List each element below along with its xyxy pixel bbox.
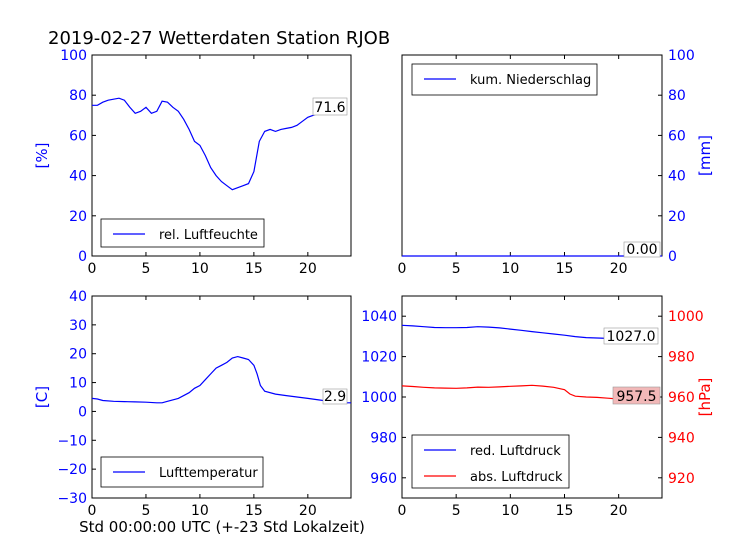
value-annotation: 0.00 (626, 242, 657, 258)
x-tick-label: 0 (398, 261, 407, 277)
value-annotation-box (623, 241, 661, 258)
series-line-abs-luftdruck (401, 384, 652, 403)
value-annotation: 957.5 (616, 389, 656, 405)
value-annotation: 1027.0 (607, 329, 656, 345)
y-tick-label: 40 (668, 169, 686, 185)
legend-label: rel. Luftfeuchte (159, 228, 258, 243)
panel-top-right: 0 5 10 15 20 0 20 40 60 80 100 [mm] kum. Niederschla… (398, 48, 714, 277)
y-right-tick-label: 920 (668, 471, 695, 487)
y-axis-label: [C] (33, 386, 51, 408)
value-annotation-box (612, 386, 661, 405)
y-right-tick-label: 960 (668, 390, 695, 406)
x-tick-label: 0 (88, 503, 97, 519)
plot-frame (91, 54, 352, 257)
y-tick-label: 80 (69, 88, 87, 104)
value-annotation-box (312, 97, 348, 116)
x-tick-label: 10 (501, 261, 519, 277)
y-tick-label: 20 (668, 209, 686, 225)
y-tick-label: 100 (668, 48, 695, 64)
y-right-tick-label: 980 (668, 350, 695, 366)
x-axis-label: Std 00:00:00 UTC (+-23 Std Lokalzeit) (79, 518, 365, 536)
y-axis-label: [%] (33, 143, 51, 169)
y-tick-label: −20 (57, 462, 87, 478)
y-tick-label: 40 (69, 169, 87, 185)
plot-frame (91, 295, 352, 499)
x-tick-label: 20 (299, 503, 317, 519)
y-tick-label: 0 (78, 404, 87, 420)
y-tick-label: 1040 (361, 309, 397, 325)
panel-top-left: 0 5 10 15 20 0 20 40 60 80 100 [%] rel. Luftfeuchte 7… (33, 48, 352, 277)
x-tick-label: 20 (299, 261, 317, 277)
x-tick-label: 15 (245, 261, 263, 277)
value-annotation: 71.6 (314, 100, 345, 116)
x-tick-label: 10 (191, 261, 209, 277)
y-tick-label: 980 (370, 430, 397, 446)
value-annotation-box (322, 388, 348, 405)
legend-label: abs. Luftdruck (470, 470, 563, 485)
value-annotation-box (603, 327, 659, 345)
legend-label: red. Luftdruck (470, 444, 561, 459)
y-tick-label: 960 (370, 471, 397, 487)
y-axis-label: [hPa] (696, 378, 714, 417)
value-annotation: 2.9 (324, 389, 346, 405)
figure-title: 2019-02-27 Wetterdaten Station RJOB (48, 28, 390, 49)
y-tick-label: 1000 (361, 390, 397, 406)
x-tick-label: 5 (452, 503, 461, 519)
panel-bottom-right: 0 5 10 15 20 960 980 1000 1020 1040 920 940 960 980 10… (361, 295, 714, 519)
legend-box (100, 218, 265, 248)
x-tick-label: 20 (610, 503, 628, 519)
y-tick-label: 1020 (361, 350, 397, 366)
y-tick-label: 30 (69, 318, 87, 334)
series-line-lufttemperatur (91, 355, 351, 404)
y-tick-label: −10 (57, 433, 87, 449)
x-tick-label: 15 (556, 503, 574, 519)
y-tick-label: 20 (69, 209, 87, 225)
x-tick-label: 0 (88, 261, 97, 277)
x-tick-label: 5 (452, 261, 461, 277)
series-line-rel-luftfeuchte (92, 97, 346, 191)
y-axis-label: [mm] (696, 135, 714, 176)
y-tick-label: −30 (57, 491, 87, 507)
y-tick-label: 20 (69, 347, 87, 363)
x-tick-label: 0 (398, 503, 407, 519)
x-tick-label: 5 (141, 261, 150, 277)
x-tick-label: 15 (245, 503, 263, 519)
y-tick-label: 60 (668, 128, 686, 144)
panel-bottom-left: 0 5 10 15 20 −30 −20 −10 0 10 20 30 40 [C] Lufttempera… (33, 289, 352, 519)
y-tick-label: 40 (69, 289, 87, 305)
x-tick-label: 10 (501, 503, 519, 519)
y-tick-label: 100 (60, 48, 87, 64)
y-tick-label: 0 (78, 249, 87, 265)
x-tick-label: 5 (141, 503, 150, 519)
x-tick-label: 15 (556, 261, 574, 277)
legend-label: kum. Niederschlag (470, 73, 591, 88)
x-tick-label: 10 (191, 503, 209, 519)
legend-label: Lufttemperatur (159, 466, 258, 481)
y-tick-label: 0 (668, 249, 677, 265)
legend-box (411, 434, 570, 489)
y-right-tick-label: 940 (668, 430, 695, 446)
y-tick-label: 60 (69, 128, 87, 144)
y-tick-label: 80 (668, 88, 686, 104)
x-tick-label: 20 (610, 261, 628, 277)
y-tick-label: 10 (69, 376, 87, 392)
y-right-tick-label: 1000 (668, 309, 704, 325)
